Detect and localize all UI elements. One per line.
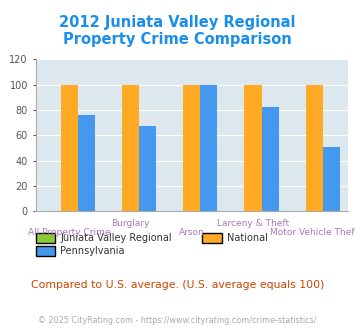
Bar (306, 85, 323, 211)
Bar (61, 85, 78, 211)
Text: Arson: Arson (179, 228, 204, 237)
Bar (139, 126, 156, 211)
Bar (122, 85, 139, 211)
Text: Juniata Valley Regional: Juniata Valley Regional (60, 233, 172, 243)
Bar (183, 85, 200, 211)
Text: All Property Crime: All Property Crime (28, 228, 110, 237)
Text: Burglary: Burglary (111, 219, 150, 228)
Bar (244, 85, 262, 211)
Text: Larceny & Theft: Larceny & Theft (217, 219, 289, 228)
Bar (262, 108, 279, 211)
Text: 2012 Juniata Valley Regional
Property Crime Comparison: 2012 Juniata Valley Regional Property Cr… (59, 15, 296, 47)
Bar (78, 115, 95, 211)
Text: Pennsylvania: Pennsylvania (60, 246, 125, 256)
Text: Compared to U.S. average. (U.S. average equals 100): Compared to U.S. average. (U.S. average … (31, 280, 324, 290)
Bar (323, 147, 340, 211)
Text: National: National (227, 233, 268, 243)
Bar (200, 85, 217, 211)
Text: Motor Vehicle Theft: Motor Vehicle Theft (270, 228, 355, 237)
Text: © 2025 CityRating.com - https://www.cityrating.com/crime-statistics/: © 2025 CityRating.com - https://www.city… (38, 315, 317, 325)
